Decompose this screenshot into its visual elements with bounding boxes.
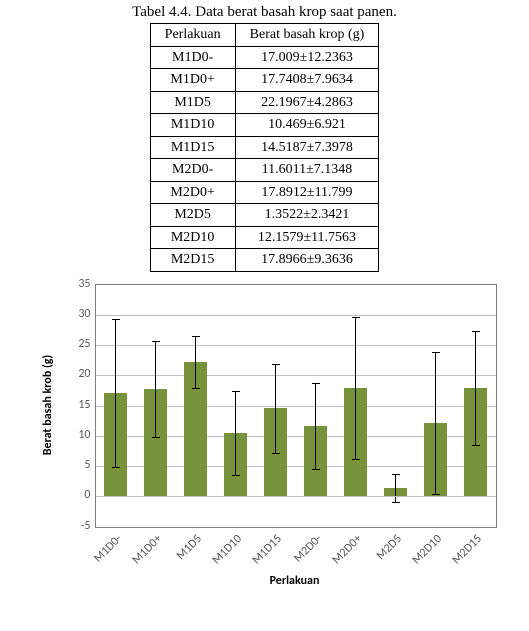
chart: Berat basah krob (g) Perlakuan -5 0 5 10 15 2… — [25, 278, 505, 588]
error-bar — [195, 336, 196, 388]
x-tick-label: M1D0- — [81, 532, 125, 576]
data-table: Perlakuan Berat basah krop (g) M1D0-17.0… — [150, 23, 380, 272]
error-cap — [352, 317, 360, 318]
error-bar — [275, 364, 276, 454]
y-tick-label: 20 — [61, 367, 91, 381]
x-tick-label: M1D10 — [201, 532, 245, 576]
table-row: M2D1517.8966±9.3636 — [150, 249, 379, 272]
table-row: M1D0+17.7408±7.9634 — [150, 69, 379, 92]
error-bar — [315, 383, 316, 469]
table-row: M2D0-11.6011±7.1348 — [150, 159, 379, 182]
x-tick-label: M1D15 — [241, 532, 285, 576]
x-tick-label: M2D5 — [361, 532, 405, 576]
x-axis-label: Perlakuan — [95, 574, 495, 588]
error-cap — [112, 319, 120, 320]
table-header-row: Perlakuan Berat basah krop (g) — [150, 24, 379, 47]
error-cap — [232, 475, 240, 476]
y-tick-label: 5 — [61, 458, 91, 472]
error-cap — [112, 467, 120, 468]
x-tick-label: M2D10 — [401, 532, 445, 576]
y-tick-label: 30 — [61, 307, 91, 321]
table-row: M2D0+17.8912±11.799 — [150, 181, 379, 204]
table-row: M2D1012.1579±11.7563 — [150, 226, 379, 249]
y-tick-label: 0 — [61, 488, 91, 502]
x-tick-label: M1D5 — [161, 532, 205, 576]
error-bar — [115, 319, 116, 467]
error-cap — [392, 474, 400, 475]
error-cap — [472, 331, 480, 332]
table-row: M1D522.1967±4.2863 — [150, 91, 379, 114]
error-bar — [235, 391, 236, 475]
error-cap — [192, 336, 200, 337]
x-tick-label: M2D0- — [281, 532, 325, 576]
error-cap — [152, 437, 160, 438]
error-cap — [192, 388, 200, 389]
error-cap — [472, 445, 480, 446]
y-tick-label: 15 — [61, 398, 91, 412]
table-row: M2D51.3522±2.3421 — [150, 204, 379, 227]
error-bar — [355, 317, 356, 460]
x-tick-label: M2D0+ — [321, 532, 365, 576]
error-bar — [395, 474, 396, 502]
x-tick-label: M1D0+ — [121, 532, 165, 576]
table-header-cell: Perlakuan — [150, 24, 235, 47]
plot-area — [95, 284, 497, 528]
table-row: M1D1010.469±6.921 — [150, 114, 379, 137]
error-cap — [272, 364, 280, 365]
error-bar — [475, 331, 476, 444]
error-cap — [432, 494, 440, 495]
table-row: M1D1514.5187±7.3978 — [150, 136, 379, 159]
table-caption: Tabel 4.4. Data berat basah krop saat pa… — [0, 0, 529, 21]
error-cap — [312, 383, 320, 384]
error-bar — [155, 341, 156, 437]
table-row: M1D0-17.009±12.2363 — [150, 46, 379, 69]
error-cap — [352, 459, 360, 460]
error-cap — [312, 469, 320, 470]
y-tick-label: 35 — [61, 277, 91, 291]
y-tick-label: -5 — [61, 519, 91, 533]
error-cap — [232, 391, 240, 392]
error-cap — [392, 502, 400, 503]
x-tick-label: M2D15 — [441, 532, 485, 576]
error-cap — [432, 352, 440, 353]
table-header-cell: Berat basah krop (g) — [235, 24, 379, 47]
y-tick-label: 10 — [61, 428, 91, 442]
error-bar — [435, 352, 436, 494]
y-tick-label: 25 — [61, 337, 91, 351]
error-cap — [152, 341, 160, 342]
y-axis-label: Berat basah krob (g) — [39, 284, 59, 526]
error-cap — [272, 453, 280, 454]
